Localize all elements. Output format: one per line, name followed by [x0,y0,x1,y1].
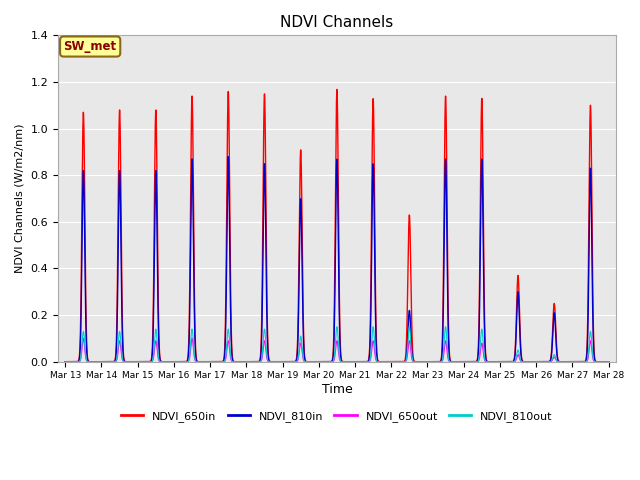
Line: NDVI_810out: NDVI_810out [65,327,609,362]
NDVI_810out [442,324,449,330]
Line: NDVI_650in: NDVI_650in [65,89,609,362]
NDVI_810in [605,359,612,365]
NDVI_810out [605,359,612,365]
NDVI_810in [225,154,232,159]
NDVI_650out [61,359,69,365]
NDVI_650in [124,359,131,365]
Line: NDVI_650out: NDVI_650out [65,338,609,362]
NDVI_810in [61,359,69,365]
NDVI_810out [61,359,69,365]
NDVI_810in [532,359,540,365]
NDVI_650out [536,359,543,365]
NDVI_810out [536,359,543,365]
NDVI_810in [595,359,602,365]
NDVI_650out [270,359,278,365]
NDVI_650out [79,336,87,341]
NDVI_650in [270,359,278,365]
NDVI_650out [605,359,612,365]
NDVI_650out [532,359,540,365]
NDVI_810out [156,358,163,364]
NDVI_650in [532,359,540,365]
NDVI_810out [124,359,131,365]
Legend: NDVI_650in, NDVI_810in, NDVI_650out, NDVI_810out: NDVI_650in, NDVI_810in, NDVI_650out, NDV… [116,407,557,426]
NDVI_650out [294,358,301,364]
NDVI_650in [61,359,69,365]
NDVI_810in [270,359,278,365]
Title: NDVI Channels: NDVI Channels [280,15,394,30]
NDVI_650in [333,86,341,92]
NDVI_810in [536,359,543,365]
Text: SW_met: SW_met [63,40,116,53]
NDVI_810out [270,359,278,365]
Line: NDVI_810in: NDVI_810in [65,156,609,362]
NDVI_810out [595,359,602,365]
Y-axis label: NDVI Channels (W/m2/nm): NDVI Channels (W/m2/nm) [15,124,25,273]
NDVI_650in [536,359,543,365]
NDVI_650out [124,359,131,365]
X-axis label: Time: Time [321,383,352,396]
NDVI_810in [156,353,163,359]
NDVI_810out [293,358,301,364]
NDVI_810in [294,350,301,356]
NDVI_650in [293,348,301,354]
NDVI_650out [156,359,163,364]
NDVI_650out [595,359,602,365]
NDVI_650in [605,359,612,365]
NDVI_650in [595,359,602,365]
NDVI_810out [532,359,540,365]
NDVI_810in [124,359,131,365]
NDVI_650in [156,348,163,354]
